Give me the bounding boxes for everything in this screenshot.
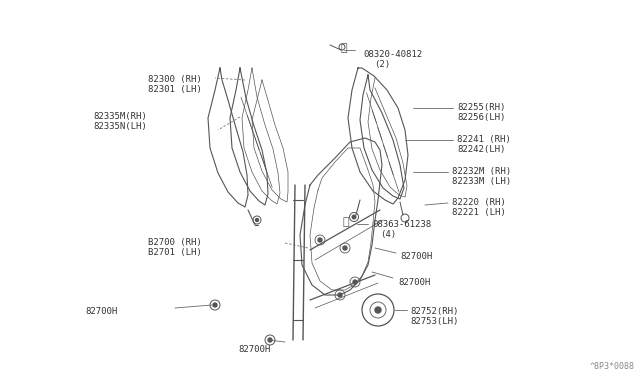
Text: 08363-61238: 08363-61238 [372, 220, 431, 229]
Text: 82221 (LH): 82221 (LH) [452, 208, 506, 217]
Text: 82700H: 82700H [85, 307, 117, 316]
Text: 82753(LH): 82753(LH) [410, 317, 458, 326]
Text: 82220 (RH): 82220 (RH) [452, 198, 506, 207]
Text: 82255(RH): 82255(RH) [457, 103, 506, 112]
Circle shape [352, 215, 356, 219]
Circle shape [268, 338, 272, 342]
Text: 82233M (LH): 82233M (LH) [452, 177, 511, 186]
Text: 82256(LH): 82256(LH) [457, 113, 506, 122]
Text: B2700 (RH): B2700 (RH) [148, 238, 202, 247]
Text: (4): (4) [380, 230, 396, 239]
Text: 82700H: 82700H [398, 278, 430, 287]
Text: 82335M(RH): 82335M(RH) [93, 112, 147, 121]
Text: 82232M (RH): 82232M (RH) [452, 167, 511, 176]
Text: 82335N(LH): 82335N(LH) [93, 122, 147, 131]
Circle shape [353, 280, 357, 284]
Text: 82752(RH): 82752(RH) [410, 307, 458, 316]
Circle shape [375, 307, 381, 313]
Circle shape [318, 238, 322, 242]
Text: 82241 (RH): 82241 (RH) [457, 135, 511, 144]
Text: 82700H: 82700H [400, 252, 432, 261]
Text: B2701 (LH): B2701 (LH) [148, 248, 202, 257]
Text: Ⓢ: Ⓢ [342, 217, 349, 227]
Text: ^8P3*0088: ^8P3*0088 [590, 362, 635, 371]
Text: 82242(LH): 82242(LH) [457, 145, 506, 154]
Circle shape [255, 218, 259, 221]
Text: (2): (2) [374, 60, 390, 69]
Circle shape [213, 303, 217, 307]
Text: Ⓢ: Ⓢ [340, 43, 348, 53]
Circle shape [338, 293, 342, 297]
Circle shape [343, 246, 347, 250]
Text: 08320-40812: 08320-40812 [363, 50, 422, 59]
Text: 82301 (LH): 82301 (LH) [148, 85, 202, 94]
Text: 82700H: 82700H [238, 345, 270, 354]
Text: 82300 (RH): 82300 (RH) [148, 75, 202, 84]
